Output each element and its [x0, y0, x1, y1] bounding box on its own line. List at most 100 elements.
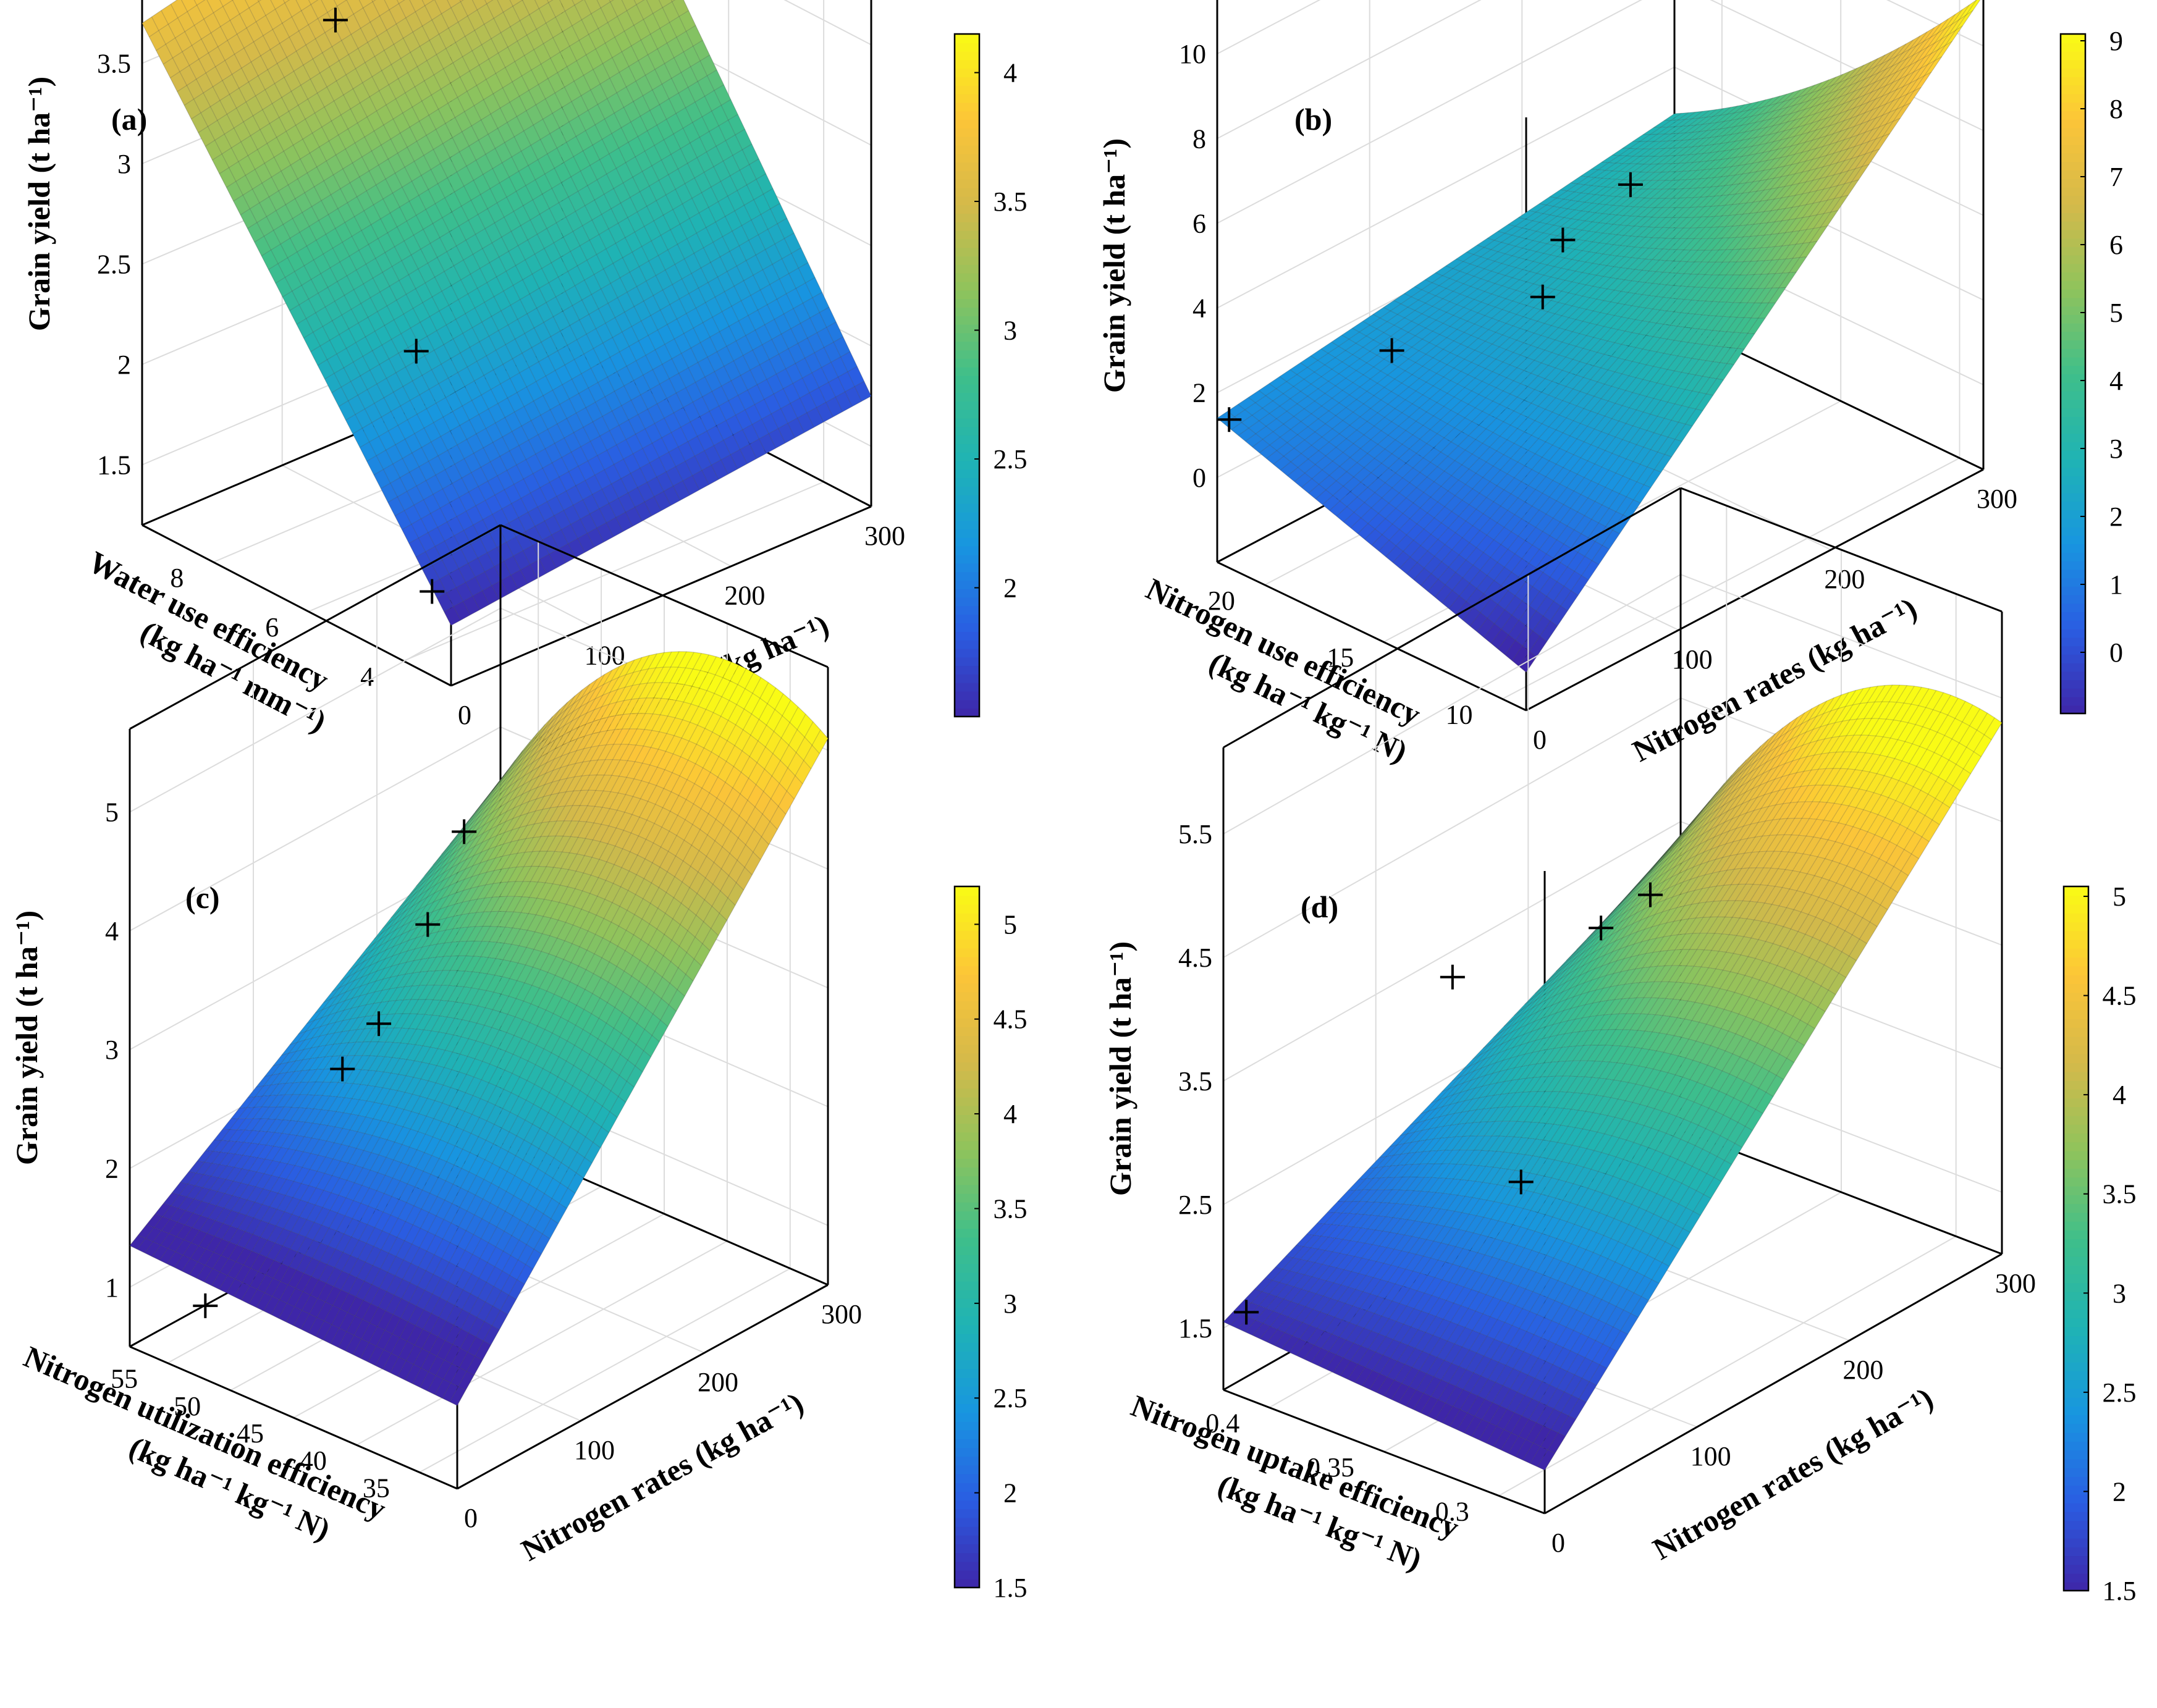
colorbar-band — [955, 469, 979, 478]
colorbar-band — [2061, 306, 2085, 315]
colorbar-band — [2061, 510, 2085, 519]
colorbar-band — [2061, 212, 2085, 222]
colorbar-band — [2061, 612, 2085, 621]
colorbar-band — [955, 145, 979, 154]
colorbar-tick-label: 5 — [2109, 298, 2123, 328]
colorbar-band — [955, 426, 979, 435]
colorbar-band — [955, 230, 979, 240]
colorbar-band — [955, 486, 979, 495]
colorbar-band — [955, 282, 979, 291]
colorbar-band — [955, 256, 979, 265]
colorbar-band — [955, 239, 979, 248]
colorbar-band — [955, 529, 979, 538]
colorbar-band — [2061, 59, 2085, 69]
colorbar-band — [2061, 179, 2085, 188]
colorbar-band — [2061, 68, 2085, 77]
colorbar-band — [2061, 204, 2085, 213]
colorbar-band — [955, 401, 979, 410]
colorbar-band — [955, 43, 979, 52]
colorbar-band — [955, 376, 979, 385]
colorbar-band — [955, 358, 979, 368]
colorbar-band — [955, 137, 979, 146]
colorbar-band — [2061, 561, 2085, 570]
x-tick-label: 200 — [724, 581, 765, 611]
colorbar-band — [955, 605, 979, 615]
colorbar-tick-label: 0 — [2109, 637, 2123, 668]
colorbar-band — [955, 410, 979, 419]
colorbar-band — [955, 222, 979, 231]
colorbar-band — [955, 537, 979, 547]
colorbar-band — [2061, 527, 2085, 536]
colorbar-band — [955, 316, 979, 325]
z-tick-label: 2.5 — [97, 250, 131, 280]
colorbar-band — [2061, 127, 2085, 137]
colorbar-tick-label: 7 — [2109, 162, 2123, 192]
colorbar-band — [2061, 170, 2085, 179]
colorbar-band — [955, 683, 979, 692]
colorbar-band — [955, 111, 979, 120]
colorbar-band — [2061, 93, 2085, 103]
colorbar-band — [2061, 433, 2085, 442]
colorbar-band — [2061, 153, 2085, 162]
colorbar-band — [2061, 246, 2085, 256]
colorbar-band — [2061, 340, 2085, 349]
colorbar-band — [955, 213, 979, 222]
colorbar-band — [2061, 408, 2085, 417]
x-tick-label: 300 — [1977, 484, 2017, 514]
colorbar-band — [2061, 552, 2085, 562]
colorbar-band — [2061, 263, 2085, 272]
colorbar-band — [2061, 187, 2085, 196]
colorbar-band — [955, 324, 979, 334]
axis-edge — [457, 1285, 828, 1489]
colorbar-band — [955, 503, 979, 513]
x-tick-label: 100 — [1672, 644, 1713, 675]
colorbar-band — [2061, 365, 2085, 374]
surface — [130, 652, 828, 1406]
y-tick-label: 4 — [360, 662, 374, 692]
colorbar-band — [955, 188, 979, 197]
colorbar-tick-label: 4 — [1003, 58, 1017, 88]
colorbar-band — [955, 495, 979, 504]
x-tick-label: 0 — [458, 700, 471, 730]
colorbar-tick-label: 2.5 — [994, 444, 1028, 474]
colorbar-tick-label: 3 — [2109, 434, 2123, 464]
colorbar-band — [955, 563, 979, 572]
colorbar-band — [2061, 323, 2085, 332]
colorbar-band — [955, 179, 979, 188]
colorbar-band — [2061, 484, 2085, 494]
colorbar-band — [2061, 43, 2085, 52]
colorbar-band — [2061, 280, 2085, 290]
colorbar-band — [2061, 501, 2085, 510]
colorbar-tick-label: 4 — [2109, 366, 2123, 396]
colorbar-tick-label: 3 — [1003, 316, 1017, 346]
colorbar-band — [2061, 679, 2085, 689]
colorbar-band — [2061, 348, 2085, 358]
colorbar-band — [2061, 314, 2085, 324]
colorbar-band — [2061, 569, 2085, 578]
colorbar-band — [955, 631, 979, 641]
colorbar-band — [2061, 331, 2085, 340]
colorbar-band — [955, 477, 979, 487]
colorbar-band — [2061, 85, 2085, 95]
colorbar-band — [2061, 688, 2085, 697]
surface — [142, 0, 871, 626]
colorbar-band — [955, 162, 979, 171]
colorbar-band — [2061, 51, 2085, 61]
colorbar-band — [2061, 229, 2085, 238]
colorbar-band — [955, 435, 979, 444]
colorbar-band — [955, 691, 979, 700]
panel-label: (a) — [111, 102, 147, 137]
z-tick-label: 3 — [117, 149, 131, 179]
colorbar-band — [2061, 102, 2085, 111]
colorbar-band — [955, 520, 979, 529]
colorbar-band — [955, 85, 979, 95]
colorbar-band — [2061, 671, 2085, 680]
colorbar: 22.533.54 — [955, 34, 1028, 717]
x-tick-label: 300 — [864, 521, 905, 551]
colorbar-band — [955, 128, 979, 137]
colorbar-band — [955, 332, 979, 342]
colorbar-band — [955, 367, 979, 376]
